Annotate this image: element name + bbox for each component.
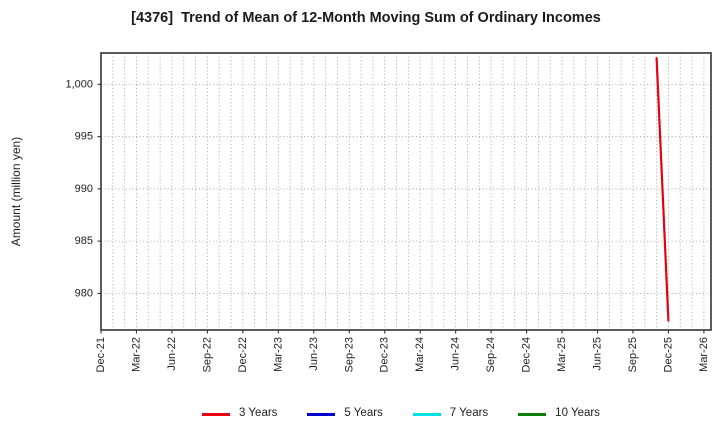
x-tick-label: Jun-25 <box>592 337 604 371</box>
legend-label: 3 Years <box>239 407 278 420</box>
legend-label: 10 Years <box>555 407 600 420</box>
legend-swatch <box>307 412 336 416</box>
x-tick-label: Mar-25 <box>556 337 568 372</box>
y-tick-label: 990 <box>75 183 93 195</box>
x-tick-label: Mar-24 <box>414 337 426 372</box>
x-tick-label: Dec-23 <box>379 337 391 372</box>
legend-label: 5 Years <box>344 407 383 420</box>
x-tick-label: Dec-21 <box>95 337 107 372</box>
y-tick-label: 995 <box>75 131 93 143</box>
x-tick-label: Sep-24 <box>485 337 497 372</box>
plot-frame <box>100 52 712 331</box>
x-tick-label: Mar-26 <box>698 337 710 372</box>
legend-item-7-years: 7 Years <box>412 407 489 420</box>
x-tick-label: Jun-23 <box>308 337 320 371</box>
legend-swatch <box>518 412 547 416</box>
legend-swatch <box>202 412 231 416</box>
legend-swatch <box>412 412 441 416</box>
y-tick-label: 1,000 <box>65 78 93 90</box>
y-tick-label: 985 <box>75 235 93 247</box>
legend-item-10-years: 10 Years <box>518 408 600 420</box>
legend-item-3-years: 3 Years <box>202 408 277 420</box>
y-tick-label: 980 <box>75 287 93 299</box>
x-tick-label: Mar-23 <box>272 337 284 372</box>
x-tick-label: Dec-24 <box>521 337 533 372</box>
x-tick-label: Dec-22 <box>237 337 249 372</box>
legend-item-5-years: 5 Years <box>307 407 383 420</box>
legend-label: 7 Years <box>449 407 489 420</box>
chart-title: [4376] Trend of Mean of 12-Month Moving … <box>131 10 601 26</box>
x-tick-label: Sep-25 <box>627 337 639 372</box>
y-axis-label: Amount (million yen) <box>9 137 23 246</box>
series-line-3-years <box>655 57 670 322</box>
x-tick-label: Mar-22 <box>130 337 142 372</box>
x-tick-label: Sep-23 <box>343 337 355 372</box>
chart-legend: 3 Years 5 Years 7 Years 10 Years <box>0 403 720 425</box>
x-tick-label: Sep-22 <box>201 337 213 372</box>
x-tick-label: Jun-22 <box>166 337 178 371</box>
x-tick-label: Dec-25 <box>662 337 674 372</box>
x-tick-label: Jun-24 <box>450 337 462 371</box>
